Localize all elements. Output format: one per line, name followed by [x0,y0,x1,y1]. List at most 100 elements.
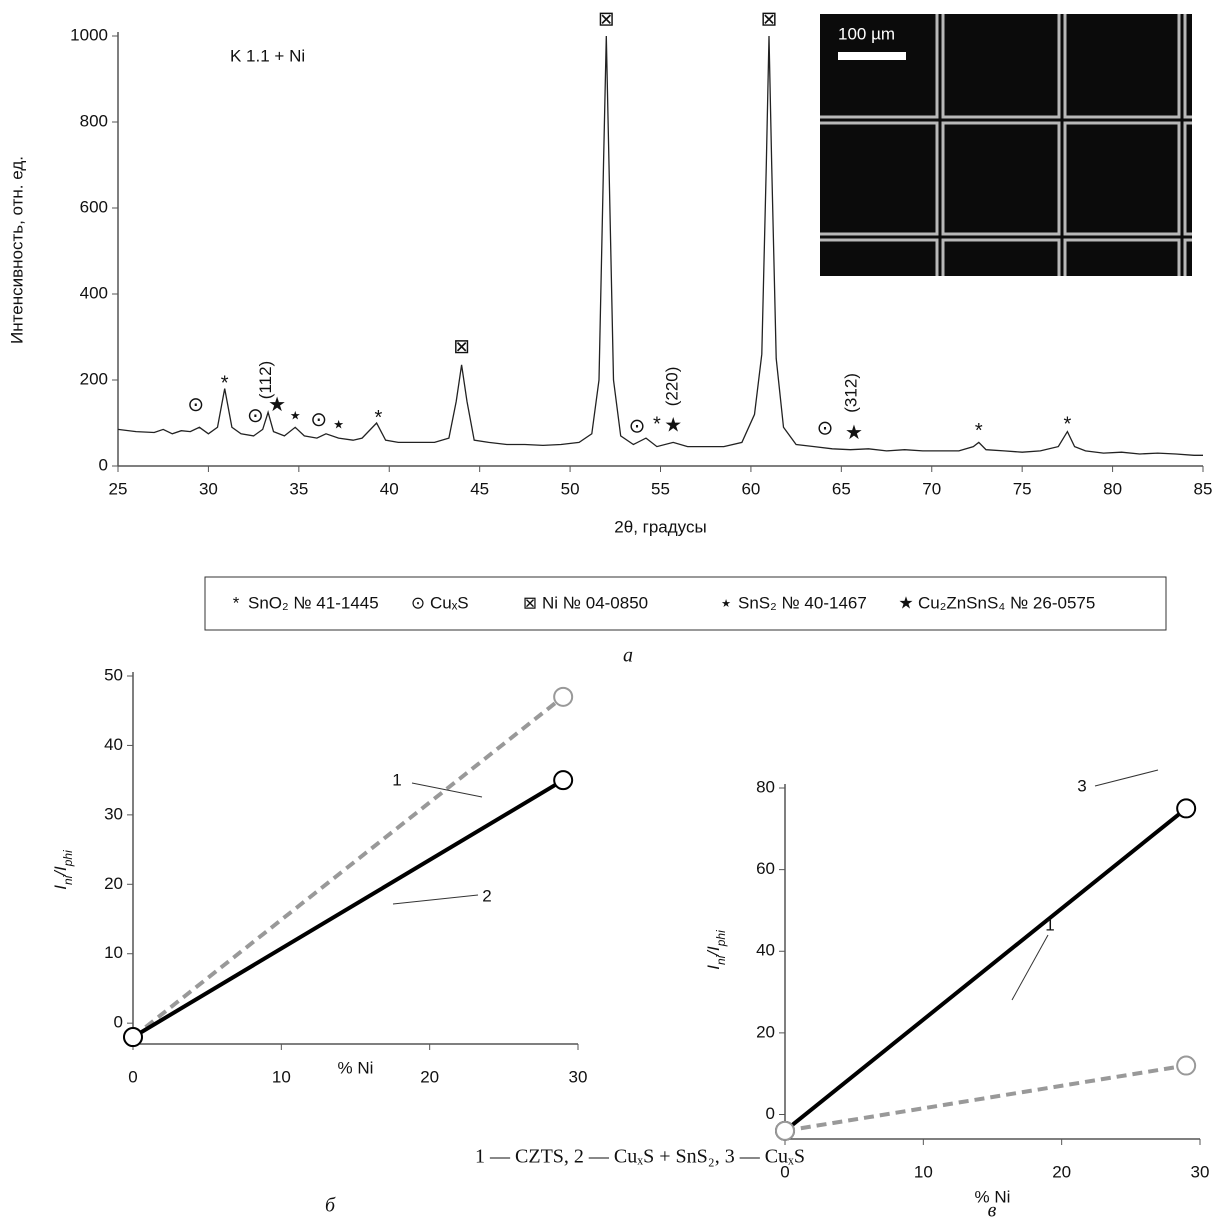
y-axis-label-part: /I [51,866,70,877]
peak-annotation: ⊠ [598,8,615,30]
legend-symbol: ★ [721,598,731,610]
x-tick-label: 10 [272,1067,291,1086]
y-tick-label: 400 [80,283,108,302]
x-tick-label: 40 [380,479,399,498]
x-axis-label: % Ni [338,1058,374,1077]
x-tick-label: 0 [128,1067,137,1086]
peak-annotation: * [653,413,661,435]
peak-annotation: ★ [290,409,301,423]
y-tick-label: 50 [104,665,123,684]
legend-symbol: * [233,593,240,612]
y-axis-label-part: ni [714,955,728,965]
y-tick-label: 40 [756,941,775,960]
x-tick-label: 55 [651,479,670,498]
y-tick-label: 200 [80,369,108,388]
legend-label: SnS₂ № 40-1467 [738,593,867,612]
x-tick-label: 20 [1052,1162,1071,1181]
legend-box [204,576,1167,631]
x-tick-label: 30 [1191,1162,1210,1181]
y-tick-label: 0 [766,1104,775,1123]
series-label: 3 [1077,776,1086,795]
y-axis-label-part: I [704,965,723,970]
x-tick-label: 60 [741,479,760,498]
peak-annotation: * [975,420,983,442]
peak-annotation: ⊙ [817,418,834,440]
y-tick-label: 60 [756,859,775,878]
y-tick-label: 0 [114,1013,123,1032]
legend-symbol: ★ [898,593,913,612]
series-label: 1 [392,770,401,789]
data-point [775,1120,795,1141]
scale-bar [838,52,906,60]
leader-line [1011,934,1049,1001]
x-tick-label: 85 [1194,479,1213,498]
x-tick-label: 50 [561,479,580,498]
y-axis-label-part: phi [714,930,728,947]
y-axis-label: Ini/Iphi [51,850,75,890]
inset: 100 µm [820,14,1192,276]
data-point [553,686,574,707]
data-point [1176,798,1197,819]
peak-annotation: ★ [845,422,863,444]
panel-label: а [623,645,633,667]
peak-annotation: ★ [268,394,286,416]
panel-label: б [325,1195,336,1217]
data-point [553,770,574,791]
peak-annotation: ⊙ [310,409,327,431]
series-label: 1 [1045,915,1054,934]
peak-annotation: (312) [842,373,861,413]
x-tick-label: 10 [914,1162,933,1181]
scale-label: 100 µm [838,24,895,43]
x-tick-label: 80 [1103,479,1122,498]
y-tick-label: 800 [80,111,108,130]
x-tick-label: 75 [1013,479,1032,498]
leader-line [1094,769,1159,787]
y-tick-label: 10 [104,943,123,962]
y-tick-label: 1000 [70,25,108,44]
leader-line [411,782,483,798]
series-line [784,1063,1187,1133]
peak-annotation: (112) [256,361,275,399]
peak-annotation: ★ [664,415,682,437]
peak-annotation: ⊠ [761,8,778,30]
series-line [783,806,1188,1133]
data-point [1176,1055,1197,1076]
legend-label: Cu₂ZnSnS₄ № 26-0575 [918,593,1095,612]
x-tick-label: 30 [199,479,218,498]
y-axis-label-part: phi [61,850,75,867]
peak-annotation: ⊙ [629,416,646,438]
legend-label: Ni № 04-0850 [542,593,648,612]
y-tick-label: 30 [104,804,123,823]
series-line [131,778,565,1039]
note: K 1.1 + Ni [230,46,305,65]
y-axis-label: Интенсивность, отн. ед. [7,156,26,344]
legend-symbol: ⊠ [523,593,537,612]
y-tick-label: 20 [756,1022,775,1041]
spectrum [117,35,1203,456]
x-tick-label: 35 [289,479,308,498]
y-tick-label: 40 [104,735,123,754]
legend-label: CuₓS [430,593,469,612]
y-axis-label-part: I [51,885,70,890]
peak-annotation: ⊙ [187,394,204,416]
legend-label: SnO₂ № 41-1445 [248,593,379,612]
y-axis-label-part: ni [61,875,75,885]
caption: 1 — CZTS, 2 — CuₓS + SnS₂, 3 — CuₓS [475,1146,805,1168]
y-tick-label: 600 [80,197,108,216]
x-tick-label: 30 [569,1067,588,1086]
x-tick-label: 25 [109,479,128,498]
peak-annotation: ★ [333,417,344,431]
x-tick-label: 70 [922,479,941,498]
y-tick-label: 0 [99,455,108,474]
panel-label: в [988,1200,997,1222]
x-tick-label: 0 [780,1162,789,1181]
y-tick-label: 80 [756,777,775,796]
x-tick-label: 45 [470,479,489,498]
series-label: 2 [482,886,491,905]
y-axis-label-part: /I [704,946,723,957]
x-tick-label: 20 [420,1067,439,1086]
y-tick-label: 20 [104,874,123,893]
peak-annotation: * [221,373,229,395]
data-point [123,1027,143,1048]
